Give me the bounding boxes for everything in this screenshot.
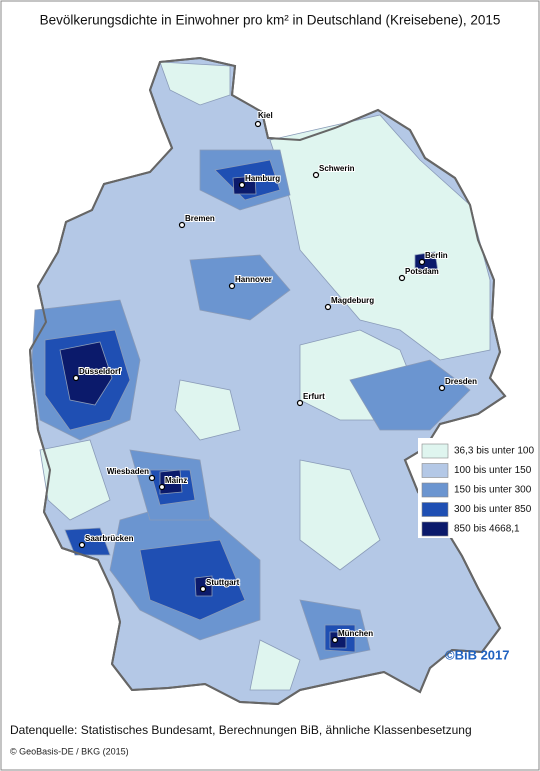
city-marker (72, 374, 80, 382)
city-marker (199, 585, 207, 593)
legend-label: 36,3 bis unter 100 (454, 446, 534, 457)
legend-label: 300 bis unter 850 (454, 504, 532, 515)
district-group (64, 527, 111, 556)
city-label: Schwerin (319, 164, 355, 173)
city-label: Dresden (445, 377, 477, 386)
city-marker (178, 221, 186, 229)
city-marker (418, 258, 426, 266)
legend-label: 850 bis 4668,1 (454, 524, 520, 535)
city-marker (398, 274, 406, 282)
legend-swatch (421, 521, 449, 537)
city-marker (148, 474, 156, 482)
city-label: Bremen (185, 214, 215, 223)
district-group (139, 539, 246, 621)
map-title: Bevölkerungsdichte in Einwohner pro km² … (40, 13, 501, 28)
legend-swatch (421, 443, 449, 459)
city-marker (324, 303, 332, 311)
legend-label: 150 bis unter 300 (454, 485, 532, 496)
district-group (349, 359, 471, 431)
city-label: Potsdam (405, 267, 439, 276)
city-label: Mainz (165, 476, 187, 485)
city-label: Düsseldorf (79, 367, 121, 376)
city-label: Hamburg (245, 174, 280, 183)
city-marker (254, 120, 262, 128)
district-group (59, 341, 113, 406)
city-marker (158, 483, 166, 491)
city-label: München (338, 629, 373, 638)
city-marker (296, 399, 304, 407)
city-label: Wiesbaden (107, 467, 149, 476)
city-label: Berlin (425, 251, 448, 260)
credit: ©BiB 2017 (445, 647, 510, 662)
legend-label: 100 bis unter 150 (454, 465, 532, 476)
city-label: Kiel (258, 111, 273, 120)
city-label: Hannover (235, 275, 272, 284)
city-marker (312, 171, 320, 179)
city-marker (78, 541, 86, 549)
city-marker (228, 282, 236, 290)
city-label: Magdeburg (331, 296, 374, 305)
district-group (269, 114, 491, 361)
district-group (299, 459, 381, 571)
district-group (159, 61, 231, 106)
copyright: © GeoBasis-DE / BKG (2015) (10, 746, 129, 756)
legend-swatch (421, 482, 449, 498)
legend-swatch (421, 463, 449, 478)
legend-swatch (421, 502, 449, 517)
district-group (249, 639, 301, 691)
district-group (414, 251, 439, 275)
map-area (28, 56, 507, 706)
city-labels: Kiel Hamburg Schwerin Bremen Berlin Potsdam Ha… (72, 110, 478, 644)
country-border (28, 56, 507, 706)
legend: 36,3 bis unter 100 100 bis unter 150 150 b… (418, 438, 534, 538)
city-marker (438, 384, 446, 392)
city-marker (238, 181, 246, 189)
district-group (174, 379, 241, 441)
city-label: Stuttgart (206, 578, 240, 587)
city-marker (331, 636, 339, 644)
district-group (189, 254, 291, 321)
source-note: Datenquelle: Statistisches Bundesamt, Be… (10, 723, 472, 737)
city-label: Saarbrücken (85, 534, 134, 543)
city-label: Erfurt (303, 392, 325, 401)
